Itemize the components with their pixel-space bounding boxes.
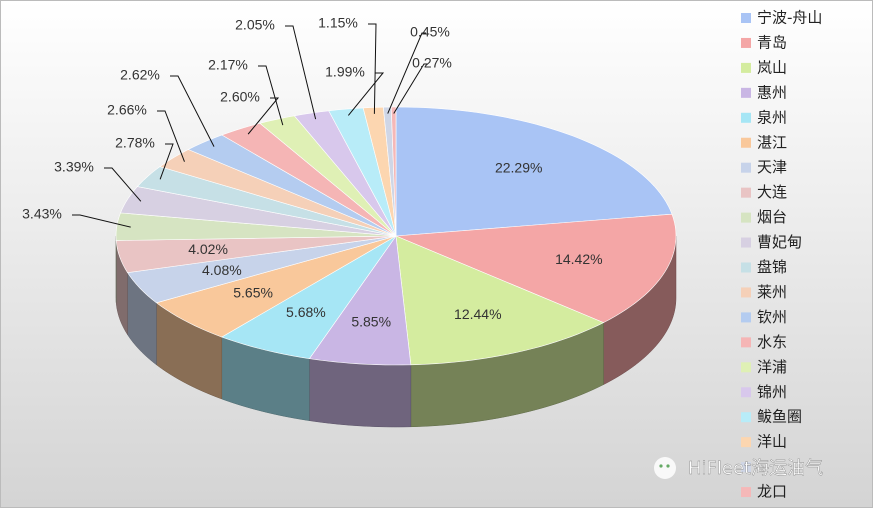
- data-label: 22.29%: [495, 160, 542, 176]
- legend-swatch: [741, 412, 751, 422]
- legend-swatch: [741, 88, 751, 98]
- legend-label: 泉州: [757, 108, 787, 126]
- legend-label: 钦州: [757, 308, 787, 326]
- legend-label: 曹妃甸: [757, 233, 802, 251]
- watermark-icon: [654, 457, 676, 479]
- legend-swatch: [741, 13, 751, 23]
- legend-swatch: [741, 437, 751, 447]
- watermark-text: HiFleet海运油气: [688, 458, 823, 479]
- data-label: 1.99%: [325, 64, 365, 80]
- legend-label: 龙口: [757, 483, 787, 501]
- data-label: 0.45%: [410, 24, 450, 40]
- legend-swatch: [741, 188, 751, 198]
- data-label: 3.43%: [22, 206, 62, 222]
- pie-wall: [309, 359, 410, 427]
- legend-swatch: [741, 238, 751, 248]
- data-label: 5.68%: [286, 304, 326, 320]
- legend-label: 烟台: [757, 208, 787, 226]
- data-label: 2.17%: [208, 57, 248, 73]
- legend-label: 鲅鱼圈: [757, 408, 802, 426]
- legend-label: 盘锦: [757, 258, 787, 276]
- legend-swatch: [741, 362, 751, 372]
- legend-swatch: [741, 387, 751, 397]
- legend-swatch: [741, 63, 751, 73]
- legend-label: 天津: [757, 158, 787, 176]
- legend-label: 洋浦: [757, 358, 787, 376]
- legend-label: 洋山: [757, 433, 787, 451]
- legend-label: 惠州: [757, 83, 787, 101]
- data-label: 12.44%: [454, 306, 501, 322]
- data-label: 4.02%: [188, 241, 228, 257]
- legend-swatch: [741, 38, 751, 48]
- data-label: 14.42%: [555, 251, 602, 267]
- legend-swatch: [741, 312, 751, 322]
- legend-label: 水东: [757, 333, 787, 351]
- legend-swatch: [741, 487, 751, 497]
- legend-swatch: [741, 138, 751, 148]
- legend-label: 莱州: [757, 283, 787, 301]
- legend-swatch: [741, 163, 751, 173]
- legend-label: 锦州: [757, 383, 787, 401]
- pie-top: [116, 107, 676, 365]
- watermark-icon: [659, 464, 662, 467]
- data-label: 4.08%: [202, 262, 242, 278]
- watermark-icon: [666, 464, 669, 467]
- legend-label: 湛江: [757, 133, 787, 151]
- legend-swatch: [741, 287, 751, 297]
- data-label: 5.85%: [351, 314, 391, 330]
- data-label: 2.60%: [220, 89, 260, 105]
- legend-label: 宁波-舟山: [757, 9, 822, 27]
- legend-swatch: [741, 213, 751, 223]
- data-label: 2.78%: [115, 135, 155, 151]
- legend-label: 岚山: [757, 58, 787, 76]
- data-label: 2.05%: [235, 17, 275, 33]
- data-label: 2.66%: [107, 102, 147, 118]
- legend-label: 大连: [757, 183, 787, 201]
- legend-swatch: [741, 337, 751, 347]
- data-label: 3.39%: [54, 159, 94, 175]
- legend-label: 青岛: [757, 33, 787, 51]
- legend-swatch: [741, 113, 751, 123]
- legend-swatch: [741, 263, 751, 273]
- data-label: 2.62%: [120, 67, 160, 83]
- data-label: 0.27%: [412, 55, 452, 71]
- data-label: 1.15%: [318, 15, 358, 31]
- data-label: 5.65%: [233, 285, 273, 301]
